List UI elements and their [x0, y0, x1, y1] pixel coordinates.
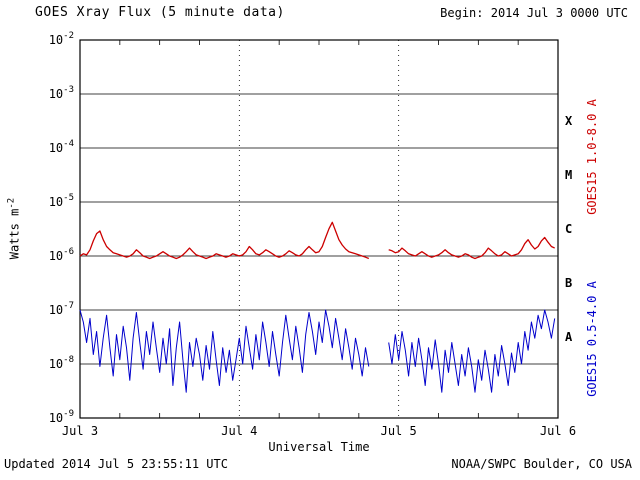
series-label-long-wavelength: GOES15 1.0-8.0 A — [585, 99, 599, 215]
begin-time-label: Begin: 2014 Jul 3 0000 UTC — [440, 6, 628, 20]
y-tick-label: 10-4 — [49, 139, 74, 155]
flare-class-label: B — [565, 276, 572, 290]
y-tick-label: 10-5 — [49, 193, 74, 209]
y-tick-label: 10-2 — [49, 31, 74, 47]
x-tick-label: Jul 3 — [62, 424, 98, 438]
series-label-short-wavelength: GOES15 0.5-4.0 A — [585, 281, 599, 397]
flare-class-label: C — [565, 222, 572, 236]
y-tick-label: 10-8 — [49, 355, 74, 371]
x-tick-label: Jul 6 — [540, 424, 576, 438]
x-tick-label: Jul 4 — [221, 424, 257, 438]
short-flux-series — [79, 309, 556, 393]
x-axis-title: Universal Time — [268, 440, 370, 454]
y-axis-title: Watts m-2 — [7, 169, 22, 289]
y-tick-label: 10-3 — [49, 85, 74, 101]
y-tick-label: 10-7 — [49, 301, 74, 317]
source-attribution: NOAA/SWPC Boulder, CO USA — [451, 457, 632, 471]
plot-border — [79, 39, 559, 419]
chart-title: GOES Xray Flux (5 minute data) — [35, 5, 285, 20]
y-axis-title-base: Watts m — [7, 208, 22, 260]
flare-class-label: A — [565, 330, 573, 344]
y-tick-label: 10-6 — [49, 247, 74, 263]
y-axis-title-exponent: -2 — [6, 197, 17, 209]
updated-timestamp: Updated 2014 Jul 5 23:55:11 UTC — [4, 457, 228, 471]
long-flux-series — [79, 221, 555, 260]
flare-class-label: M — [565, 168, 572, 182]
flare-class-label: X — [565, 114, 573, 128]
y-tick-label: 10-9 — [49, 409, 74, 425]
x-tick-label: Jul 5 — [381, 424, 417, 438]
